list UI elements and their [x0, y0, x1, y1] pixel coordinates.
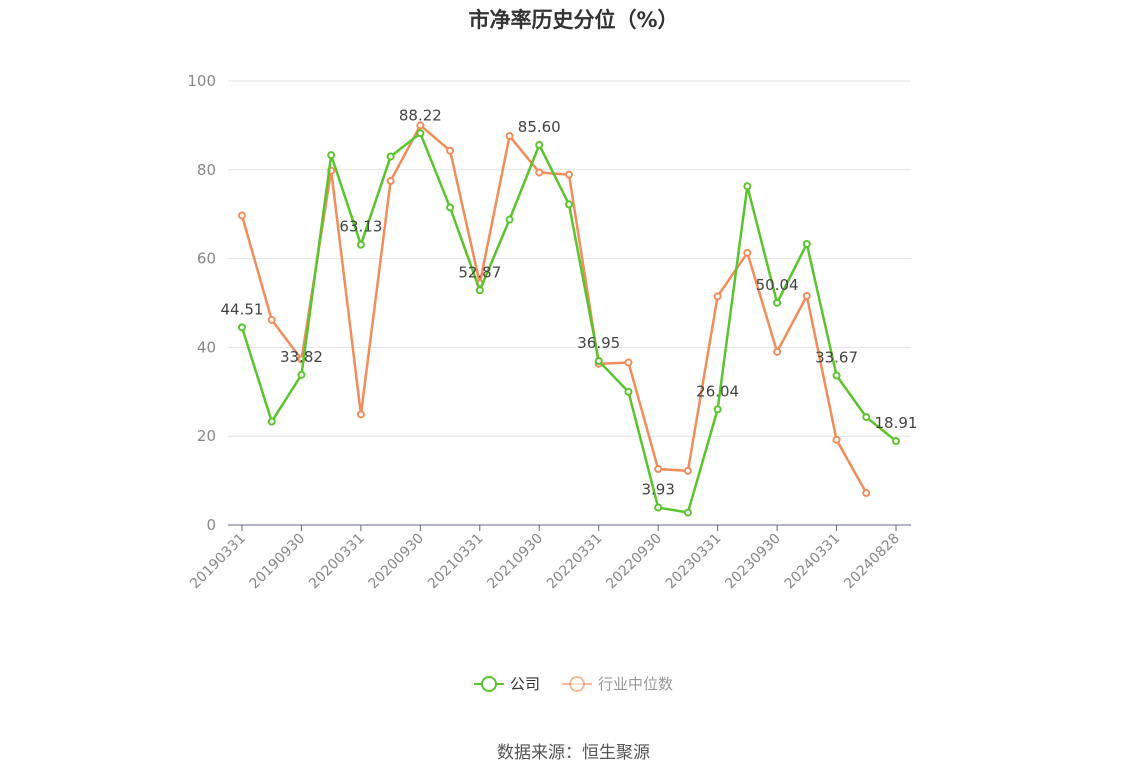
point-s1-15 — [683, 466, 692, 475]
point-s1-9 — [505, 132, 514, 141]
data-label-16: 26.04 — [696, 382, 739, 400]
data-label-20: 33.67 — [815, 349, 858, 367]
point-s0-20 — [832, 371, 841, 380]
point-s0-17 — [743, 182, 752, 191]
data-labels: 44.51 33.82 63.13 88.22 52.87 85.60 36.95 3.93 2… — [221, 106, 918, 498]
x-tick-label-5: 20210930 — [484, 531, 546, 593]
point-s0-21 — [862, 413, 871, 422]
point-s1-20 — [832, 435, 841, 444]
axes: 0 20 40 60 80 100 2019033120190930202003312020… — [187, 72, 911, 592]
y-tick-label-0: 0 — [206, 516, 216, 534]
data-label-22: 18.91 — [875, 414, 918, 432]
point-s1-10 — [535, 168, 544, 177]
data-label-0: 44.51 — [221, 300, 264, 318]
point-s0-14 — [654, 503, 663, 512]
point-s0-5 — [386, 152, 395, 161]
data-label-2: 33.82 — [280, 348, 323, 366]
data-label-12: 36.95 — [577, 334, 620, 352]
point-s1-17 — [743, 248, 752, 257]
point-s0-18 — [773, 298, 782, 307]
point-s1-5 — [386, 176, 395, 185]
x-tick-label-8: 20230331 — [663, 531, 725, 593]
point-s0-2 — [297, 370, 306, 379]
point-s1-11 — [565, 170, 573, 179]
y-tick-label-80: 80 — [197, 161, 216, 179]
point-s0-10 — [535, 140, 544, 149]
point-s1-6 — [416, 121, 425, 130]
data-label-10: 85.60 — [518, 118, 561, 136]
point-s0-12 — [594, 356, 603, 365]
legend-item-industry[interactable]: 行业中位数 — [562, 673, 673, 694]
y-tick-label-40: 40 — [197, 338, 216, 356]
legend-industry-line-icon — [562, 674, 592, 694]
data-label-8: 52.87 — [458, 263, 501, 281]
point-s1-19 — [802, 291, 811, 300]
point-s1-16 — [713, 292, 722, 301]
y-tick-label-60: 60 — [197, 250, 216, 268]
point-s0-13 — [624, 387, 633, 396]
point-s0-22 — [892, 437, 900, 446]
data-label-4: 63.13 — [339, 218, 382, 236]
x-tick-label-9: 20230930 — [722, 531, 784, 593]
data-label-6: 88.22 — [399, 106, 442, 124]
x-tick-label-3: 20200930 — [365, 531, 427, 593]
series-line-1 — [240, 124, 868, 494]
legend-industry-label: 行业中位数 — [598, 675, 674, 693]
x-tick-label-6: 20220331 — [544, 531, 606, 593]
point-s1-18 — [773, 347, 782, 356]
data-label-14: 3.93 — [641, 481, 674, 499]
x-tick-label-11: 20240828 — [841, 531, 903, 593]
point-s1-13 — [624, 358, 633, 367]
series-layer — [238, 121, 900, 517]
point-s0-6 — [416, 129, 425, 138]
point-s0-11 — [565, 200, 573, 209]
point-s0-16 — [713, 405, 722, 414]
point-s0-8 — [475, 286, 484, 295]
x-tick-label-0: 20190331 — [187, 531, 249, 593]
point-s1-14 — [654, 465, 663, 474]
x-tick-label-10: 20240331 — [782, 531, 844, 593]
point-s0-1 — [267, 417, 276, 426]
point-s0-7 — [446, 203, 455, 212]
chart-title: 市净率历史分位（%） — [468, 8, 679, 32]
point-s1-1 — [267, 315, 276, 324]
legend-company-label: 公司 — [509, 675, 540, 693]
x-tick-label-2: 20200331 — [306, 531, 368, 593]
legend-item-company[interactable]: 公司 — [473, 673, 540, 694]
point-s0-9 — [505, 215, 514, 224]
legend[interactable]: 公司 行业中位数 — [0, 673, 1147, 694]
point-s0-3 — [327, 151, 336, 160]
point-s0-19 — [802, 239, 811, 248]
data-source: 数据来源：恒生聚源 — [497, 743, 650, 763]
point-s0-15 — [683, 508, 692, 517]
point-s0-0 — [238, 323, 246, 332]
series-line-0 — [240, 132, 897, 514]
x-tick-label-4: 20210331 — [425, 531, 487, 593]
legend-company-line-icon — [473, 674, 504, 694]
y-tick-label-100: 100 — [187, 72, 216, 90]
point-s1-21 — [862, 489, 871, 498]
data-label-18: 50.04 — [756, 276, 799, 294]
point-s1-0 — [238, 211, 246, 220]
grid-lines — [228, 80, 911, 437]
point-s1-4 — [356, 410, 365, 419]
point-s0-4 — [356, 240, 365, 249]
y-tick-label-20: 20 — [197, 427, 216, 445]
x-tick-label-1: 20190930 — [247, 531, 309, 593]
point-s1-7 — [446, 146, 455, 155]
x-tick-label-7: 20220930 — [603, 531, 665, 593]
